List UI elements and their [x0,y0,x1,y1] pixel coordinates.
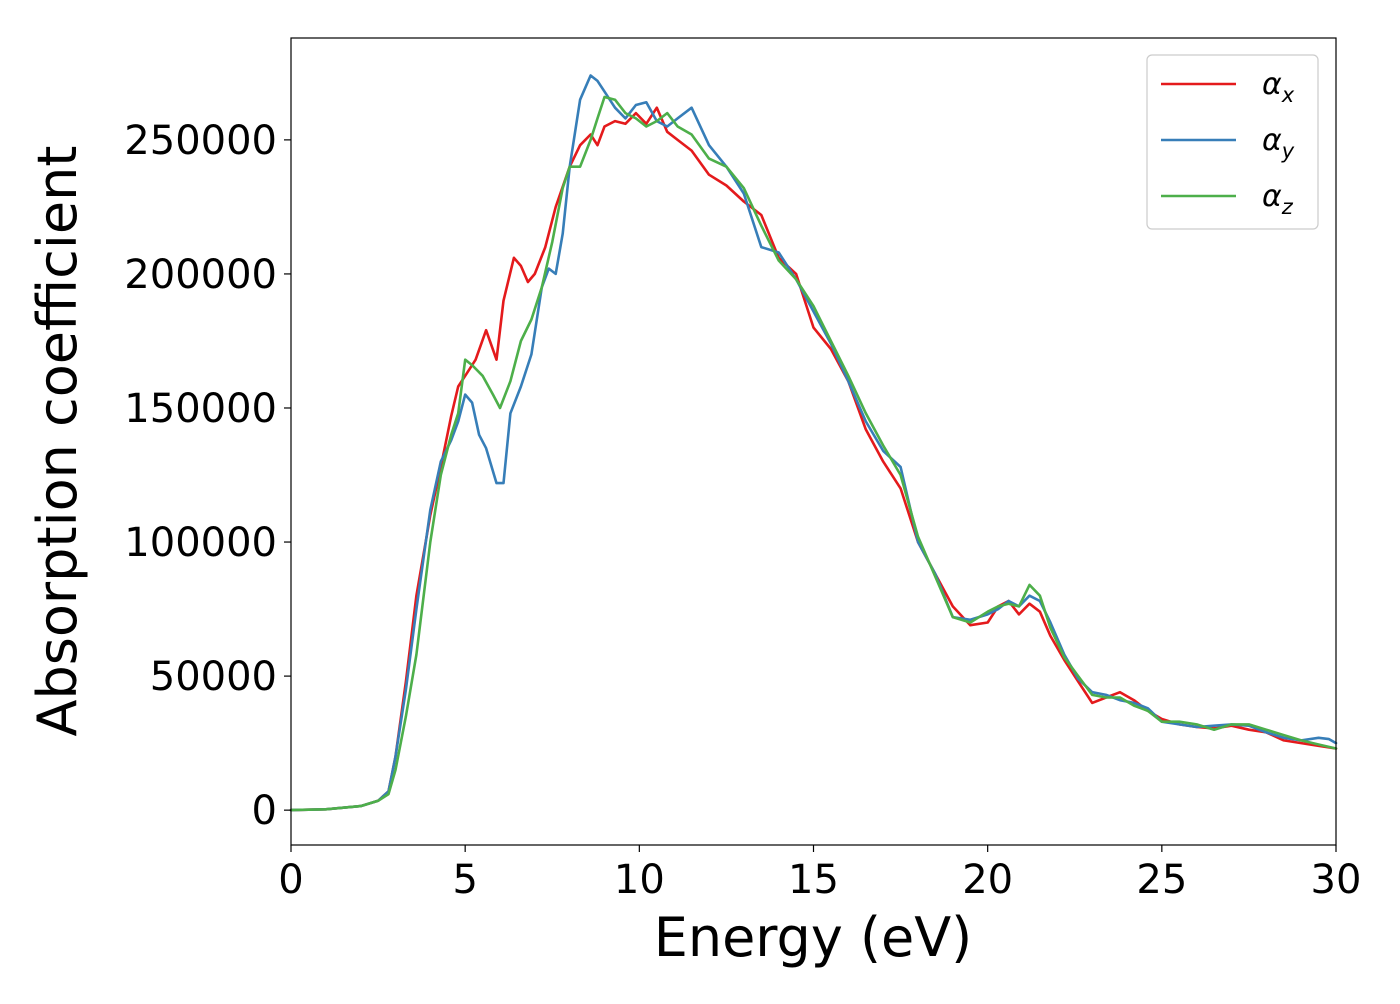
y-axis: 0 50000 100000 150000 200000 250000 [124,118,291,834]
series-line-y [289,74,1338,812]
x-axis: 0 5 10 15 20 25 30 [278,845,1361,903]
x-tick-label: 30 [1311,857,1362,903]
x-tick-label: 25 [1136,857,1187,903]
y-tick-label: 250000 [124,118,277,164]
x-axis-label: Energy (eV) [654,906,973,969]
y-tick-label: 100000 [124,520,277,566]
y-tick-label: 0 [252,788,277,834]
y-tick-label: 50000 [150,654,277,700]
y-tick-label: 150000 [124,386,277,432]
x-tick-label: 15 [788,857,839,903]
y-axis-label: Absorption coefficient [26,146,89,737]
x-tick-label: 0 [278,857,303,903]
series-layer [289,74,1338,812]
x-tick-label: 10 [614,857,665,903]
x-tick-label: 5 [452,857,477,903]
legend-frame [1146,54,1319,230]
series-line-z [289,95,1338,812]
y-tick-label: 200000 [124,252,277,298]
x-tick-label: 20 [962,857,1013,903]
